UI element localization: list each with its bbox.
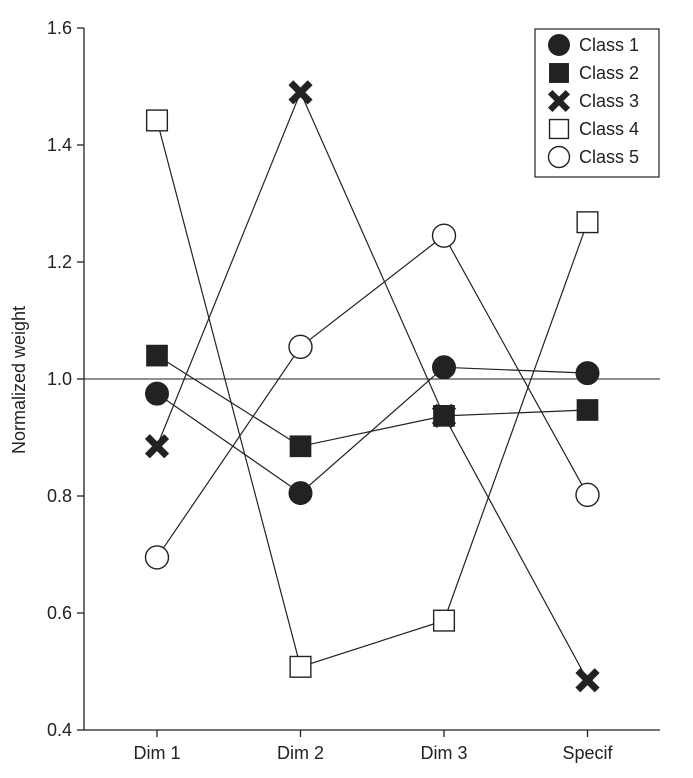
legend-item: Class 1 [548, 34, 639, 56]
axes: 0.4 0.6 0.8 1.0 1.2 1.4 1.6 Dim 1 Dim 2 Dim 3 Spec… [47, 18, 660, 763]
legend-marker [549, 63, 569, 83]
y-axis-label: Normalized weight [9, 306, 29, 454]
legend-marker [548, 118, 570, 140]
data-point [289, 435, 312, 458]
x-tick-label: Dim 1 [133, 743, 180, 763]
data-point [576, 211, 599, 234]
data-point [145, 381, 169, 406]
legend-label: Class 2 [579, 63, 639, 83]
series-line [156, 90, 589, 681]
legend-item: Class 5 [547, 145, 639, 169]
series-1 [145, 355, 600, 506]
y-tick-label: 1.4 [47, 135, 72, 155]
legend-label: Class 3 [579, 91, 639, 111]
y-tick-label: 1.0 [47, 369, 72, 389]
data-point [145, 109, 169, 132]
legend-marker [547, 145, 571, 169]
legend-marker [548, 34, 570, 56]
x-tick-label: Specif [562, 743, 613, 763]
data-point [575, 668, 600, 693]
y-tick-label: 0.4 [47, 720, 72, 740]
legend-label: Class 5 [579, 147, 639, 167]
y-tick-label: 0.6 [47, 603, 72, 623]
data-point [575, 482, 600, 508]
data-point [144, 545, 170, 570]
series-5 [144, 223, 600, 570]
data-point [146, 344, 168, 367]
series-line [156, 120, 589, 668]
data-point [576, 399, 599, 421]
data-point [288, 80, 313, 105]
data-point [432, 355, 456, 380]
data-point [289, 655, 312, 678]
x-tick-label: Dim 2 [277, 743, 324, 763]
series-layer [144, 80, 600, 693]
series-3 [144, 80, 600, 693]
y-tick-label: 1.6 [47, 18, 72, 38]
series-line [156, 234, 589, 558]
data-point [288, 334, 313, 360]
series-2 [146, 344, 599, 458]
legend-item: Class 3 [547, 89, 639, 113]
series-line [156, 366, 588, 494]
data-point [288, 481, 313, 506]
legend-marker [547, 89, 571, 113]
data-point [431, 223, 457, 248]
data-point [431, 403, 457, 428]
data-point [144, 434, 170, 459]
series-4 [145, 109, 599, 678]
x-tick-label: Dim 3 [420, 743, 467, 763]
legend-label: Class 1 [579, 35, 639, 55]
y-tick-label: 1.2 [47, 252, 72, 272]
legend: Class 1 Class 2 Class 3 Class 4 Class 5 [534, 28, 660, 178]
data-point [432, 609, 456, 632]
data-point [575, 361, 600, 386]
legend-item: Class 4 [548, 118, 639, 140]
series-line [156, 355, 588, 447]
legend-item: Class 2 [549, 63, 639, 83]
y-tick-label: 0.8 [47, 486, 72, 506]
legend-label: Class 4 [579, 119, 639, 139]
